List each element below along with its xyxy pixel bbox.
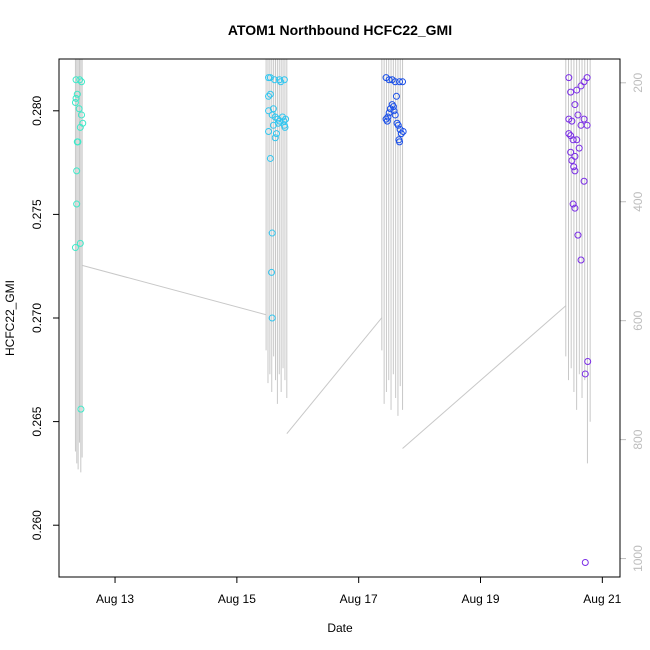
data-point — [391, 111, 399, 119]
series-3 — [382, 74, 407, 146]
data-point — [268, 314, 276, 322]
data-point — [265, 74, 273, 82]
data-point — [569, 136, 577, 144]
data-point — [569, 200, 577, 208]
data-point — [571, 101, 579, 109]
data-point — [384, 113, 392, 121]
data-point — [74, 138, 82, 146]
data-point — [266, 154, 274, 162]
data-point — [584, 358, 592, 366]
data-point — [392, 92, 400, 100]
data-point — [580, 115, 588, 123]
data-point — [78, 111, 86, 119]
data-point — [76, 76, 84, 84]
series-1 — [71, 76, 87, 413]
y2-tick-label: 200 — [631, 72, 645, 92]
altitude-connector — [402, 305, 567, 449]
data-point — [76, 123, 84, 131]
data-point — [568, 157, 576, 165]
data-point — [73, 200, 81, 208]
series-4 — [565, 74, 592, 566]
data-point — [567, 88, 575, 96]
y-tick-label: 0.270 — [30, 303, 44, 333]
data-point — [581, 370, 589, 378]
data-point — [266, 74, 274, 82]
data-point — [565, 74, 573, 82]
x-tick-label: Aug 21 — [583, 592, 621, 606]
y2-tick-label: 800 — [631, 429, 645, 449]
data-point — [580, 177, 588, 185]
data-point — [77, 405, 85, 413]
data-point — [265, 128, 273, 136]
y-tick-label: 0.275 — [30, 199, 44, 229]
data-point — [272, 130, 280, 138]
x-axis-label: Date — [327, 621, 353, 635]
data-point — [78, 78, 86, 86]
data-point — [399, 128, 407, 136]
data-point — [574, 231, 582, 239]
data-point — [265, 92, 273, 100]
data-point — [271, 76, 279, 84]
data-point — [565, 130, 573, 138]
altitude-connector — [82, 264, 267, 316]
data-point — [399, 78, 407, 86]
data-point — [383, 117, 391, 125]
data-point — [565, 115, 573, 123]
scatter-points — [71, 74, 592, 566]
data-point — [570, 163, 578, 171]
data-point — [269, 121, 277, 129]
data-point — [577, 256, 585, 264]
y-tick-label: 0.260 — [30, 510, 44, 540]
data-point — [72, 94, 80, 102]
data-point — [71, 244, 79, 252]
series-2 — [265, 74, 290, 322]
data-point — [574, 111, 582, 119]
altitude-connector — [286, 317, 383, 434]
data-point — [567, 148, 575, 156]
data-point — [391, 78, 399, 86]
data-point — [73, 167, 81, 175]
data-point — [268, 229, 276, 237]
plot-frame — [58, 58, 621, 578]
data-point — [571, 167, 579, 175]
data-point — [395, 138, 403, 146]
data-point — [71, 99, 79, 107]
y-axis-label: HCFC22_GMI — [3, 280, 17, 356]
x-tick-label: Aug 17 — [340, 592, 378, 606]
data-point — [277, 78, 285, 86]
data-point — [581, 558, 589, 566]
data-point — [571, 204, 579, 212]
data-point — [573, 86, 581, 94]
data-point — [271, 134, 279, 142]
x-tick-label: Aug 13 — [96, 592, 134, 606]
y2-tick-label: 400 — [631, 191, 645, 211]
y-tick-label: 0.280 — [30, 95, 44, 125]
data-point — [395, 78, 403, 86]
x-tick-label: Aug 19 — [461, 592, 499, 606]
data-point — [390, 107, 398, 115]
chart-title: ATOM1 Northbound HCFC22_GMI — [228, 22, 452, 38]
data-point — [385, 76, 393, 84]
data-point — [583, 121, 591, 129]
y-tick-label: 0.265 — [30, 406, 44, 436]
y2-tick-label: 1000 — [631, 545, 645, 572]
data-point — [266, 90, 274, 98]
data-point — [575, 144, 583, 152]
data-point — [281, 123, 289, 131]
x-tick-label: Aug 15 — [218, 592, 256, 606]
data-point — [386, 105, 394, 113]
data-point — [573, 136, 581, 144]
data-point — [76, 239, 84, 247]
data-point — [397, 130, 405, 138]
data-point — [73, 90, 81, 98]
y2-tick-label: 600 — [631, 310, 645, 330]
data-point — [280, 76, 288, 84]
data-point — [577, 82, 585, 90]
data-point — [393, 119, 401, 127]
data-point — [268, 268, 276, 276]
data-point — [75, 105, 83, 113]
data-point — [265, 107, 273, 115]
